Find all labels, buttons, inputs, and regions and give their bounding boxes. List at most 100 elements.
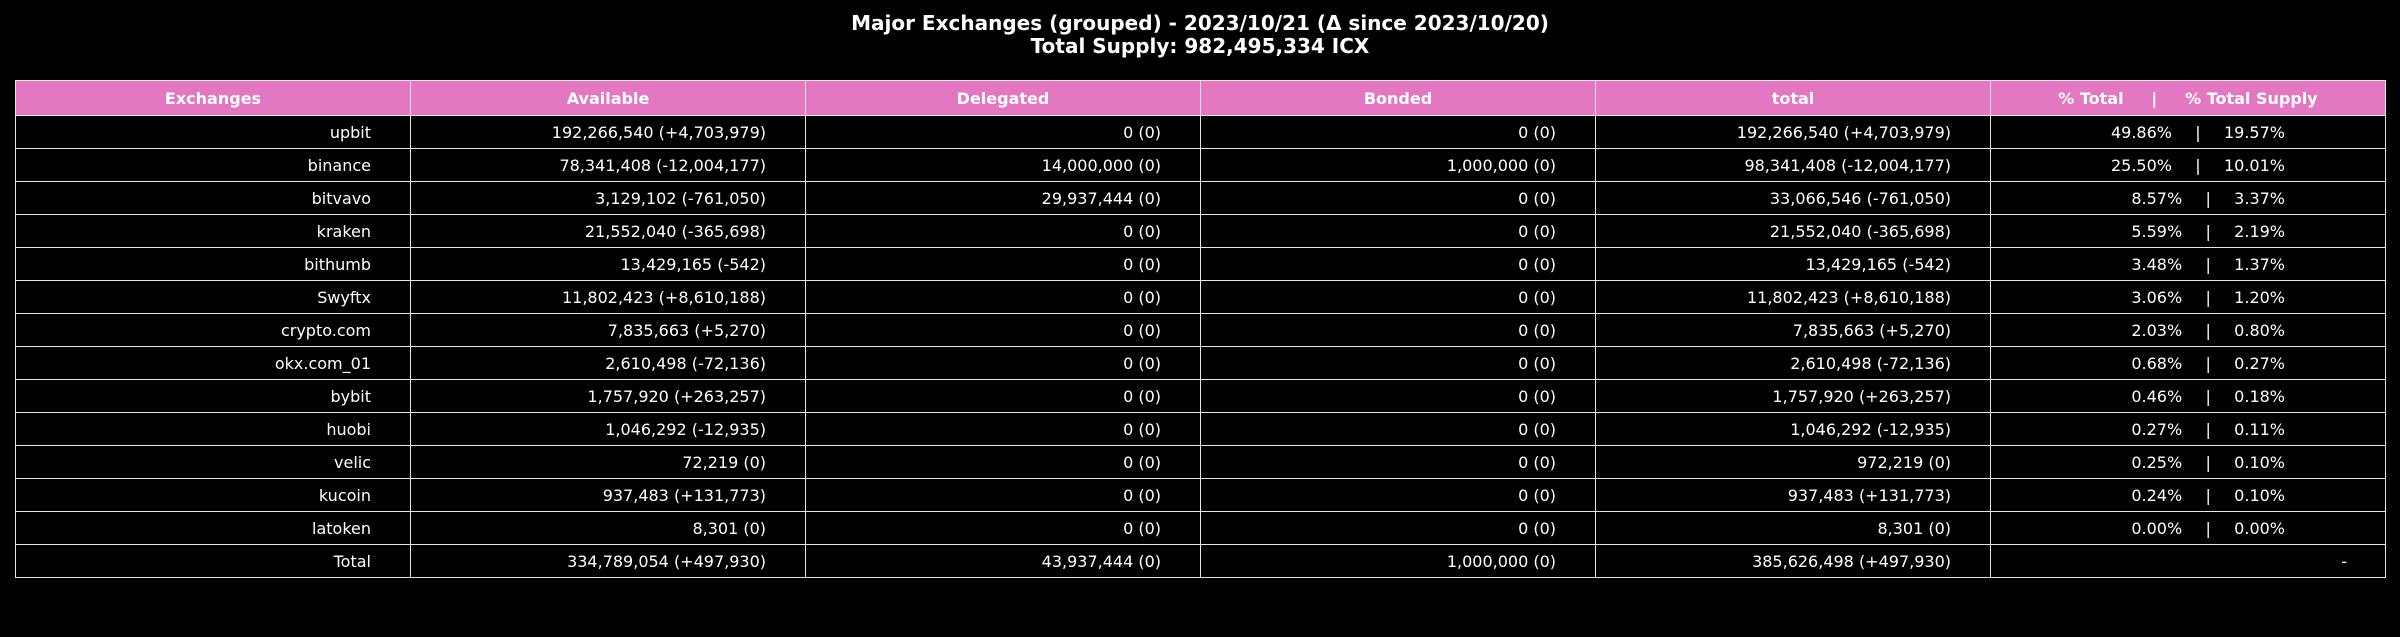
- total-cell-available: 334,789,054 (+497,930): [410, 544, 806, 578]
- total-cell-delegated: 43,937,444 (0): [805, 544, 1201, 578]
- percent-separator: |: [2205, 353, 2211, 373]
- percent-total: 0.46%: [2131, 386, 2183, 406]
- table-row: Swyftx 11,802,423 (+8,610,188) 0 (0) 0 (0) 1…: [15, 280, 2386, 314]
- percent-separator: |: [2205, 221, 2211, 241]
- percent-supply: 0.18%: [2234, 386, 2285, 406]
- table-row: kucoin 937,483 (+131,773) 0 (0) 0 (0) 937,48…: [15, 478, 2386, 512]
- cell-exchange: bybit: [15, 379, 411, 413]
- percent-separator: |: [2205, 485, 2211, 505]
- cell-percent: 3.48% | 1.37%: [1990, 247, 2386, 281]
- cell-total: 1,757,920 (+263,257): [1595, 379, 1991, 413]
- cell-bonded: 0 (0): [1200, 313, 1596, 347]
- table-row: kraken 21,552,040 (-365,698) 0 (0) 0 (0) 21,…: [15, 214, 2386, 248]
- cell-total: 192,266,540 (+4,703,979): [1595, 115, 1991, 149]
- cell-bonded: 0 (0): [1200, 511, 1596, 545]
- cell-bonded: 0 (0): [1200, 214, 1596, 248]
- chart-title-block: Major Exchanges (grouped) - 2023/10/21 (…: [0, 12, 2400, 58]
- cell-available: 192,266,540 (+4,703,979): [410, 115, 806, 149]
- header-percent: % Total | % Total Supply: [1990, 80, 2386, 116]
- percent-total: 3.06%: [2131, 287, 2183, 307]
- cell-exchange: crypto.com: [15, 313, 411, 347]
- cell-bonded: 0 (0): [1200, 247, 1596, 281]
- percent-total: 0.25%: [2131, 452, 2183, 472]
- cell-exchange: Swyftx: [15, 280, 411, 314]
- table-row: bitvavo 3,129,102 (-761,050) 29,937,444 (0…: [15, 181, 2386, 215]
- percent-total: 2.03%: [2131, 320, 2183, 340]
- cell-available: 937,483 (+131,773): [410, 478, 806, 512]
- percent-supply: 3.37%: [2234, 188, 2285, 208]
- cell-total: 21,552,040 (-365,698): [1595, 214, 1991, 248]
- cell-available: 8,301 (0): [410, 511, 806, 545]
- cell-delegated: 0 (0): [805, 247, 1201, 281]
- total-cell-percent: -: [1990, 544, 2386, 578]
- exchanges-table: Exchanges Available Delegated Bonded tot…: [15, 80, 2386, 578]
- cell-total: 13,429,165 (-542): [1595, 247, 1991, 281]
- cell-total: 11,802,423 (+8,610,188): [1595, 280, 1991, 314]
- cell-total: 1,046,292 (-12,935): [1595, 412, 1991, 446]
- header-available: Available: [410, 80, 806, 116]
- percent-supply: 1.20%: [2234, 287, 2285, 307]
- table-body: upbit 192,266,540 (+4,703,979) 0 (0) 0 (0) 1…: [15, 115, 2386, 578]
- percent-separator: |: [2205, 254, 2211, 274]
- cell-percent: 0.24% | 0.10%: [1990, 478, 2386, 512]
- percent-total: 0.00%: [2131, 518, 2183, 538]
- cell-exchange: kucoin: [15, 478, 411, 512]
- percent-separator: |: [2205, 518, 2211, 538]
- cell-exchange: binance: [15, 148, 411, 182]
- percent-total: 5.59%: [2131, 221, 2183, 241]
- cell-exchange: bitvavo: [15, 181, 411, 215]
- table-row: bithumb 13,429,165 (-542) 0 (0) 0 (0) 13,429…: [15, 247, 2386, 281]
- header-exchanges: Exchanges: [15, 80, 411, 116]
- percent-supply: 0.00%: [2234, 518, 2285, 538]
- total-cell-bonded: 1,000,000 (0): [1200, 544, 1596, 578]
- cell-available: 7,835,663 (+5,270): [410, 313, 806, 347]
- cell-total: 98,341,408 (-12,004,177): [1595, 148, 1991, 182]
- cell-percent: 3.06% | 1.20%: [1990, 280, 2386, 314]
- table-row: upbit 192,266,540 (+4,703,979) 0 (0) 0 (0) 1…: [15, 115, 2386, 149]
- cell-exchange: huobi: [15, 412, 411, 446]
- cell-available: 1,046,292 (-12,935): [410, 412, 806, 446]
- percent-supply: 0.10%: [2234, 452, 2285, 472]
- percent-separator: |: [2205, 287, 2211, 307]
- cell-delegated: 0 (0): [805, 214, 1201, 248]
- table-row: crypto.com 7,835,663 (+5,270) 0 (0) 0 (0) 7,…: [15, 313, 2386, 347]
- cell-exchange: kraken: [15, 214, 411, 248]
- cell-total: 972,219 (0): [1595, 445, 1991, 479]
- cell-delegated: 29,937,444 (0): [805, 181, 1201, 215]
- total-cell-total: 385,626,498 (+497,930): [1595, 544, 1991, 578]
- cell-percent: 5.59% | 2.19%: [1990, 214, 2386, 248]
- cell-delegated: 0 (0): [805, 280, 1201, 314]
- cell-total: 8,301 (0): [1595, 511, 1991, 545]
- cell-total: 7,835,663 (+5,270): [1595, 313, 1991, 347]
- percent-supply: 19.57%: [2223, 122, 2285, 142]
- cell-available: 2,610,498 (-72,136): [410, 346, 806, 380]
- cell-delegated: 0 (0): [805, 511, 1201, 545]
- table-row: bybit 1,757,920 (+263,257) 0 (0) 0 (0) 1,757…: [15, 379, 2386, 413]
- cell-bonded: 0 (0): [1200, 115, 1596, 149]
- percent-separator: |: [2205, 452, 2211, 472]
- table-row: velic 72,219 (0) 0 (0) 0 (0) 972,219 (0) 0.25…: [15, 445, 2386, 479]
- percent-total: 25.50%: [2110, 155, 2172, 175]
- cell-percent: 0.25% | 0.10%: [1990, 445, 2386, 479]
- chart-subtitle: Total Supply: 982,495,334 ICX: [1030, 34, 1370, 58]
- cell-percent: 0.46% | 0.18%: [1990, 379, 2386, 413]
- percent-supply: 10.01%: [2223, 155, 2285, 175]
- cell-delegated: 0 (0): [805, 346, 1201, 380]
- cell-available: 3,129,102 (-761,050): [410, 181, 806, 215]
- percent-total: 0.24%: [2131, 485, 2183, 505]
- table-row: latoken 8,301 (0) 0 (0) 0 (0) 8,301 (0) 0.00%…: [15, 511, 2386, 545]
- cell-percent: 2.03% | 0.80%: [1990, 313, 2386, 347]
- cell-exchange: upbit: [15, 115, 411, 149]
- cell-delegated: 0 (0): [805, 313, 1201, 347]
- cell-available: 11,802,423 (+8,610,188): [410, 280, 806, 314]
- percent-separator: |: [2195, 122, 2201, 142]
- cell-bonded: 0 (0): [1200, 346, 1596, 380]
- cell-total: 2,610,498 (-72,136): [1595, 346, 1991, 380]
- percent-separator: |: [2195, 155, 2201, 175]
- table-row: okx.com_01 2,610,498 (-72,136) 0 (0) 0 (0) 2…: [15, 346, 2386, 380]
- cell-percent: 0.00% | 0.00%: [1990, 511, 2386, 545]
- cell-available: 21,552,040 (-365,698): [410, 214, 806, 248]
- cell-bonded: 0 (0): [1200, 445, 1596, 479]
- cell-delegated: 14,000,000 (0): [805, 148, 1201, 182]
- table-row: binance 78,341,408 (-12,004,177) 14,000,00…: [15, 148, 2386, 182]
